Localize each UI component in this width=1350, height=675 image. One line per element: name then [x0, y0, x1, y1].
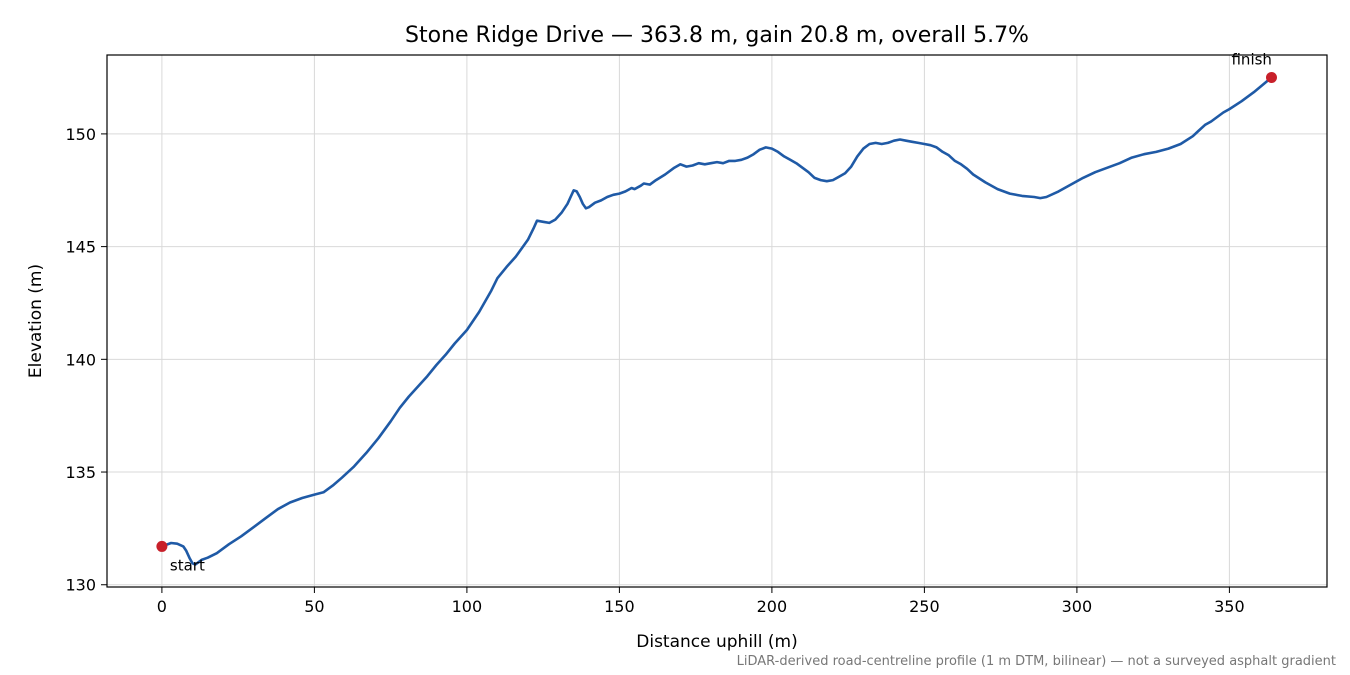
- start-marker: [156, 540, 168, 552]
- x-tick-label: 50: [304, 597, 324, 616]
- chart-title: Stone Ridge Drive — 363.8 m, gain 20.8 m…: [405, 23, 1029, 48]
- y-tick-label: 150: [65, 125, 96, 144]
- start-label: start: [170, 556, 205, 574]
- x-tick-label: 200: [757, 597, 788, 616]
- x-tick-label: 250: [909, 597, 940, 616]
- plot-frame: [106, 54, 1328, 588]
- plot-area: start finish: [156, 51, 1277, 574]
- x-axis-label: Distance uphill (m): [636, 632, 797, 652]
- footnote: LiDAR-derived road-centreline profile (1…: [737, 654, 1336, 669]
- x-tick-label: 150: [604, 597, 635, 616]
- x-tick-label: 0: [157, 597, 167, 616]
- x-tick-label: 100: [452, 597, 483, 616]
- x-tick-label: 300: [1062, 597, 1093, 616]
- elevation-line: [160, 76, 1273, 566]
- finish-label: finish: [1231, 51, 1271, 69]
- y-tick-label: 140: [65, 350, 96, 369]
- y-tick-label: 145: [65, 238, 96, 257]
- y-axis-label: Elevation (m): [26, 264, 46, 378]
- y-tick-label: 130: [65, 576, 96, 595]
- grid-lines: [107, 55, 1327, 587]
- axis-ticks: 0 50 100 150 200 250 300 350 130 135 140 145 150: [65, 125, 1244, 616]
- finish-marker: [1265, 72, 1277, 84]
- y-tick-label: 135: [65, 463, 96, 482]
- x-tick-label: 350: [1214, 597, 1245, 616]
